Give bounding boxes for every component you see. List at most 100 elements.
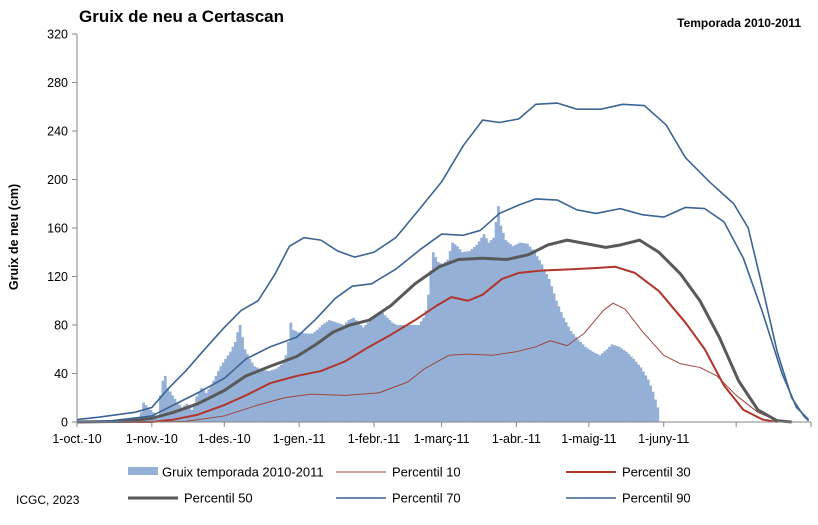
- snow-depth-bar: [393, 323, 397, 422]
- snow-depth-bar: [390, 322, 394, 422]
- snow-depth-bar: [559, 312, 563, 422]
- snow-depth-bar: [270, 370, 273, 422]
- snow-depth-bar: [562, 317, 566, 422]
- snow-depth-bar: [349, 318, 353, 422]
- snow-depth-bar: [557, 306, 561, 422]
- snow-depth-bar: [622, 350, 626, 422]
- snow-depth-bar: [608, 346, 611, 422]
- snow-depth-bar: [306, 333, 310, 422]
- series-line-percentil-2: [77, 265, 778, 423]
- snow-depth-bar: [598, 355, 602, 422]
- snow-depth-bar: [542, 269, 546, 422]
- snow-depth-bar: [509, 244, 512, 422]
- snow-depth-bar: [195, 396, 199, 422]
- snow-depth-bar: [192, 403, 196, 422]
- snow-depth-bar: [545, 274, 549, 422]
- snow-depth-bar: [383, 315, 387, 422]
- snow-depth-bar: [651, 391, 655, 422]
- snow-depth-bar: [613, 345, 616, 422]
- snow-depth-bar: [610, 344, 614, 422]
- snow-depth-bar: [260, 369, 264, 422]
- snow-depth-bar: [376, 315, 380, 422]
- snow-depth-bar: [600, 353, 604, 422]
- snow-depth-bar: [219, 366, 223, 422]
- snow-depth-bar: [489, 240, 493, 423]
- snow-depth-bar: [272, 369, 276, 422]
- chart-title: Gruix de neu a Certascan: [79, 7, 284, 26]
- x-tick-label: 1-oct.-10: [52, 432, 101, 446]
- snow-depth-bar: [584, 346, 587, 422]
- snow-depth-bar: [627, 354, 631, 422]
- snow-depth-bar: [279, 365, 283, 422]
- snow-depth-bar: [477, 241, 481, 422]
- snow-depth-bar: [567, 326, 570, 422]
- snow-depth-bar: [439, 263, 442, 422]
- snow-depth-bar: [395, 325, 399, 422]
- snow-depth-bar: [494, 221, 498, 422]
- snow-depth-bar: [639, 367, 643, 422]
- snow-depth-bar: [197, 392, 201, 422]
- snow-depth-bar: [318, 327, 322, 422]
- snow-depth-bar: [373, 316, 377, 422]
- plot-area: 0 40 80 120 160 200 240 280 320 1-oct.-10 1-nov.-1…: [47, 28, 812, 446]
- snow-depth-bar: [371, 317, 375, 422]
- snow-depth-bar: [274, 368, 278, 422]
- snow-depth-bar: [258, 368, 261, 422]
- snow-depth-bar: [410, 325, 413, 422]
- snow-depth-bar: [646, 379, 650, 422]
- snow-depth-bar: [470, 249, 474, 422]
- snow-depth-bar: [634, 361, 638, 422]
- snow-depth-bar: [431, 252, 435, 422]
- snow-depth-bar: [207, 389, 211, 422]
- snow-depth-bar: [555, 300, 558, 422]
- snow-depth-bar: [504, 240, 508, 423]
- snow-depth-bar: [364, 325, 368, 422]
- snow-depth-bar: [482, 234, 486, 422]
- x-tick-label: 1-juny-11: [638, 432, 689, 446]
- snow-depth-bar: [499, 225, 503, 422]
- snow-depth-bar: [656, 407, 660, 422]
- snow-depth-bar: [625, 351, 628, 422]
- snow-depth-bar: [359, 325, 363, 422]
- snow-depth-bar: [330, 320, 334, 422]
- snow-depth-bar: [460, 252, 464, 422]
- snow-depth-bar: [579, 341, 582, 422]
- snow-depth-bar: [472, 247, 476, 422]
- snow-depth-bar: [649, 385, 652, 423]
- snow-depth-bar: [492, 237, 496, 422]
- snow-depth-bar: [451, 242, 454, 422]
- snow-depth-bar: [161, 380, 165, 422]
- snow-depth-bar: [282, 360, 285, 422]
- snow-depth-bar: [303, 333, 307, 422]
- series-line-percentil-4: [76, 198, 810, 423]
- snow-depth-bar: [354, 320, 358, 422]
- y-tick-label: 40: [54, 367, 68, 381]
- snow-depth-bar: [214, 375, 218, 422]
- snow-depth-bar: [311, 333, 314, 422]
- snow-depth-bar: [345, 322, 348, 422]
- snow-depth-bar: [236, 332, 240, 422]
- legend-label: Percentil 50: [184, 491, 253, 506]
- snow-depth-bar: [301, 333, 305, 422]
- snow-depth-bar: [552, 293, 556, 422]
- snow-depth-bar: [550, 286, 553, 422]
- snow-depth-bar: [340, 324, 343, 422]
- snow-depth-bar: [202, 390, 206, 422]
- snow-depth-bar: [163, 375, 167, 422]
- legend-swatch: [128, 467, 158, 475]
- snow-depth-bar: [629, 356, 633, 422]
- snow-depth-bar: [347, 320, 351, 422]
- snow-depth-bar: [516, 243, 520, 422]
- legend-label: Gruix temporada 2010-2011: [162, 465, 324, 480]
- snow-depth-bar: [446, 259, 450, 422]
- y-tick-label: 320: [47, 28, 68, 42]
- snow-depth-bar: [142, 402, 145, 422]
- snow-depth-bar: [200, 388, 203, 422]
- snow-depth-bar: [485, 238, 488, 422]
- snow-depth-bar: [171, 395, 174, 422]
- snow-depth-bar: [453, 244, 457, 422]
- snow-depth-bar: [617, 346, 621, 422]
- snow-depth-bar: [265, 370, 269, 422]
- snow-depth-bar: [581, 344, 585, 422]
